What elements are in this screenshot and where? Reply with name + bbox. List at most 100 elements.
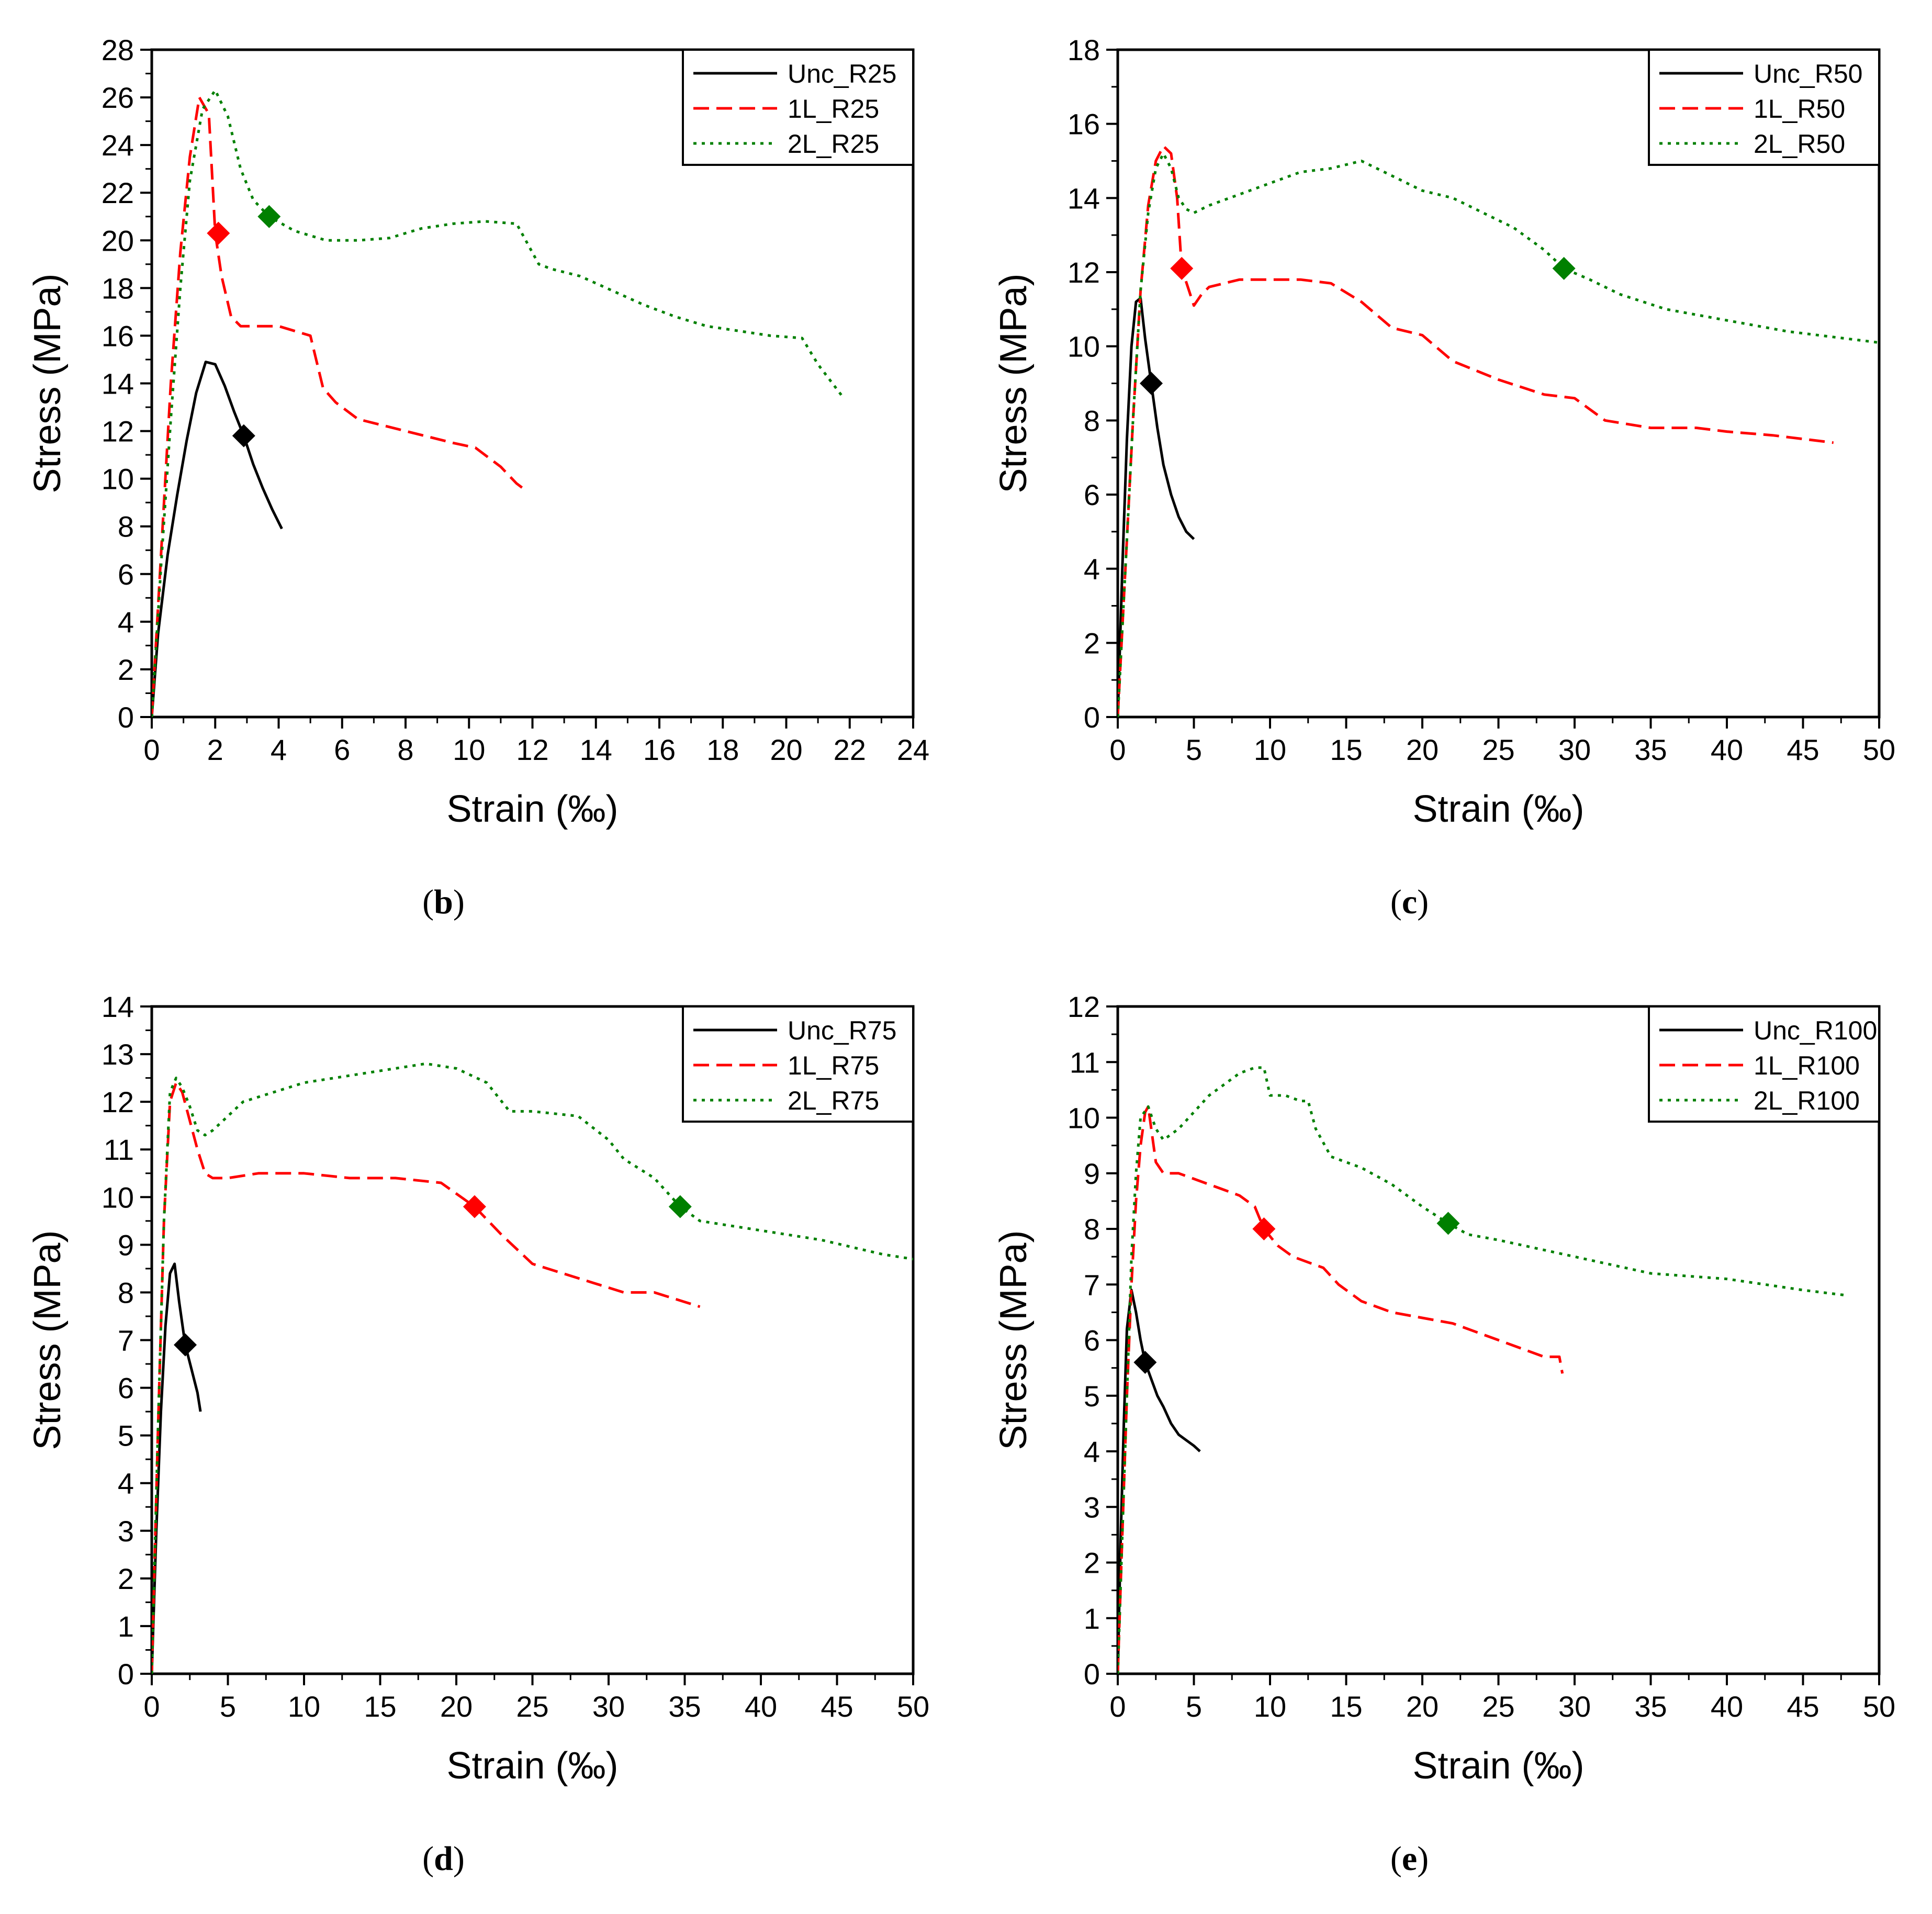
y-tick-label: 18 bbox=[1068, 33, 1100, 66]
x-tick-label: 40 bbox=[1711, 733, 1743, 766]
x-tick-label: 15 bbox=[1330, 733, 1362, 766]
y-tick-label: 24 bbox=[102, 129, 134, 162]
marker-2L_R100 bbox=[1436, 1212, 1460, 1235]
legend-label: 1L_R100 bbox=[1754, 1051, 1860, 1080]
y-tick-label: 14 bbox=[102, 367, 134, 400]
x-tick-label: 15 bbox=[364, 1690, 396, 1723]
y-axis-title: Stress (MPa) bbox=[993, 273, 1035, 493]
chart-svg-b: 0 2 4 6 8 10 12 14 16 18 20 22 240246810121416182022… bbox=[27, 33, 929, 921]
x-tick-label: 10 bbox=[288, 1690, 320, 1723]
x-tick-label: 12 bbox=[516, 733, 548, 766]
panel-caption: (c) bbox=[1390, 883, 1429, 921]
x-tick-label: 50 bbox=[1863, 733, 1895, 766]
y-tick-label: 7 bbox=[118, 1324, 134, 1357]
y-tick-label: 8 bbox=[118, 510, 134, 543]
x-tick-label: 5 bbox=[1186, 1690, 1202, 1723]
legend: Unc_R50 1L_R50 2L_R50 bbox=[1648, 49, 1880, 166]
caption-open: ( bbox=[1390, 1840, 1402, 1878]
y-tick-label: 26 bbox=[102, 81, 134, 114]
caption-open: ( bbox=[1390, 883, 1402, 921]
y-tick-label: 11 bbox=[1070, 1046, 1100, 1079]
y-tick-label: 18 bbox=[102, 272, 134, 305]
marker-Unc_R100 bbox=[1133, 1351, 1157, 1374]
y-tick-label: 10 bbox=[102, 463, 134, 496]
caption-close: ) bbox=[453, 883, 465, 921]
x-tick-label: 2 bbox=[207, 733, 223, 766]
legend: Unc_R75 1L_R75 2L_R75 bbox=[682, 1005, 914, 1123]
x-tick-label: 16 bbox=[643, 733, 676, 766]
marker-1L_R25 bbox=[207, 221, 230, 245]
marker-Unc_R50 bbox=[1140, 372, 1163, 395]
caption-close: ) bbox=[1417, 883, 1429, 921]
marker-1L_R75 bbox=[463, 1195, 486, 1218]
marker-2L_R75 bbox=[668, 1195, 692, 1218]
marker-1L_R100 bbox=[1252, 1217, 1276, 1240]
x-tick-label: 30 bbox=[592, 1690, 625, 1723]
legend-label: 1L_R75 bbox=[788, 1051, 879, 1080]
y-axis-title: Stress (MPa) bbox=[27, 273, 69, 493]
marker-2L_R25 bbox=[257, 205, 281, 228]
y-tick-label: 10 bbox=[1068, 1102, 1100, 1135]
legend-label: Unc_R75 bbox=[788, 1016, 896, 1045]
legend-label: Unc_R50 bbox=[1754, 59, 1862, 88]
x-tick-label: 14 bbox=[580, 733, 612, 766]
x-tick-label: 0 bbox=[143, 733, 160, 766]
y-tick-label: 4 bbox=[1084, 1435, 1100, 1468]
x-tick-label: 35 bbox=[1634, 733, 1667, 766]
y-tick-label: 6 bbox=[1084, 478, 1100, 511]
caption-close: ) bbox=[1417, 1840, 1429, 1878]
series-line-1L_R50 bbox=[1118, 144, 1834, 717]
x-tick-label: 10 bbox=[1254, 1690, 1286, 1723]
caption-letter: c bbox=[1402, 883, 1417, 921]
y-tick-label: 12 bbox=[1068, 256, 1100, 289]
y-tick-label: 12 bbox=[102, 415, 134, 448]
panel-caption: (e) bbox=[1390, 1840, 1429, 1878]
x-tick-label: 25 bbox=[1482, 733, 1514, 766]
y-tick-label: 16 bbox=[1068, 108, 1100, 141]
x-tick-label: 50 bbox=[1863, 1690, 1895, 1723]
y-tick-label: 6 bbox=[118, 558, 134, 591]
x-tick-label: 10 bbox=[453, 733, 485, 766]
y-tick-label: 14 bbox=[1068, 182, 1100, 215]
y-tick-label: 4 bbox=[118, 1467, 134, 1500]
legend-label: 1L_R50 bbox=[1754, 94, 1845, 124]
y-tick-label: 10 bbox=[1068, 330, 1100, 363]
marker-Unc_R75 bbox=[174, 1333, 197, 1357]
x-tick-label: 0 bbox=[1109, 733, 1126, 766]
x-tick-label: 10 bbox=[1254, 733, 1286, 766]
chart-panel-e: 0 5 10 15 20 25 30 35 40 45 50 0 1 2 3 4 5 6 7 8 9 10 11 12 Stra… bbox=[966, 957, 1932, 1913]
y-tick-label: 9 bbox=[118, 1228, 134, 1261]
marker-1L_R50 bbox=[1170, 256, 1194, 280]
series-line-1L_R75 bbox=[152, 1081, 701, 1674]
y-tick-label: 13 bbox=[102, 1038, 134, 1071]
chart-svg-d: 0 5 10 15 20 25 30 35 40 45 5001234567891011121314… bbox=[27, 990, 929, 1878]
y-tick-label: 7 bbox=[1084, 1268, 1100, 1301]
panel-caption: (d) bbox=[422, 1840, 465, 1878]
y-tick-label: 3 bbox=[1084, 1491, 1100, 1524]
x-tick-label: 20 bbox=[770, 733, 802, 766]
series-line-2L_R25 bbox=[152, 88, 845, 717]
y-tick-label: 28 bbox=[102, 33, 134, 66]
legend-label: Unc_R100 bbox=[1754, 1016, 1877, 1045]
caption-close: ) bbox=[453, 1840, 465, 1878]
x-tick-label: 22 bbox=[834, 733, 866, 766]
x-tick-label: 35 bbox=[1634, 1690, 1667, 1723]
x-tick-label: 20 bbox=[1406, 1690, 1439, 1723]
series-line-1L_R25 bbox=[152, 96, 527, 717]
y-tick-label: 6 bbox=[1084, 1324, 1100, 1357]
legend: Unc_R25 1L_R25 2L_R25 bbox=[682, 49, 914, 166]
series-line-Unc_R25 bbox=[152, 361, 283, 717]
x-tick-label: 30 bbox=[1558, 1690, 1591, 1723]
series-line-2L_R100 bbox=[1118, 1066, 1849, 1674]
x-tick-label: 25 bbox=[516, 1690, 548, 1723]
y-tick-label: 20 bbox=[102, 224, 134, 257]
y-tick-label: 10 bbox=[102, 1181, 134, 1214]
chart-svg-e: 0 5 10 15 20 25 30 35 40 45 500123456789101112Stra… bbox=[993, 990, 1895, 1878]
x-tick-label: 5 bbox=[1186, 733, 1202, 766]
legend-label: 2L_R25 bbox=[788, 129, 879, 159]
legend-label: 2L_R100 bbox=[1754, 1086, 1860, 1115]
y-tick-label: 12 bbox=[102, 1085, 134, 1118]
y-axis-title: Stress (MPa) bbox=[27, 1230, 69, 1450]
x-tick-label: 5 bbox=[220, 1690, 236, 1723]
y-tick-label: 4 bbox=[1084, 553, 1100, 586]
